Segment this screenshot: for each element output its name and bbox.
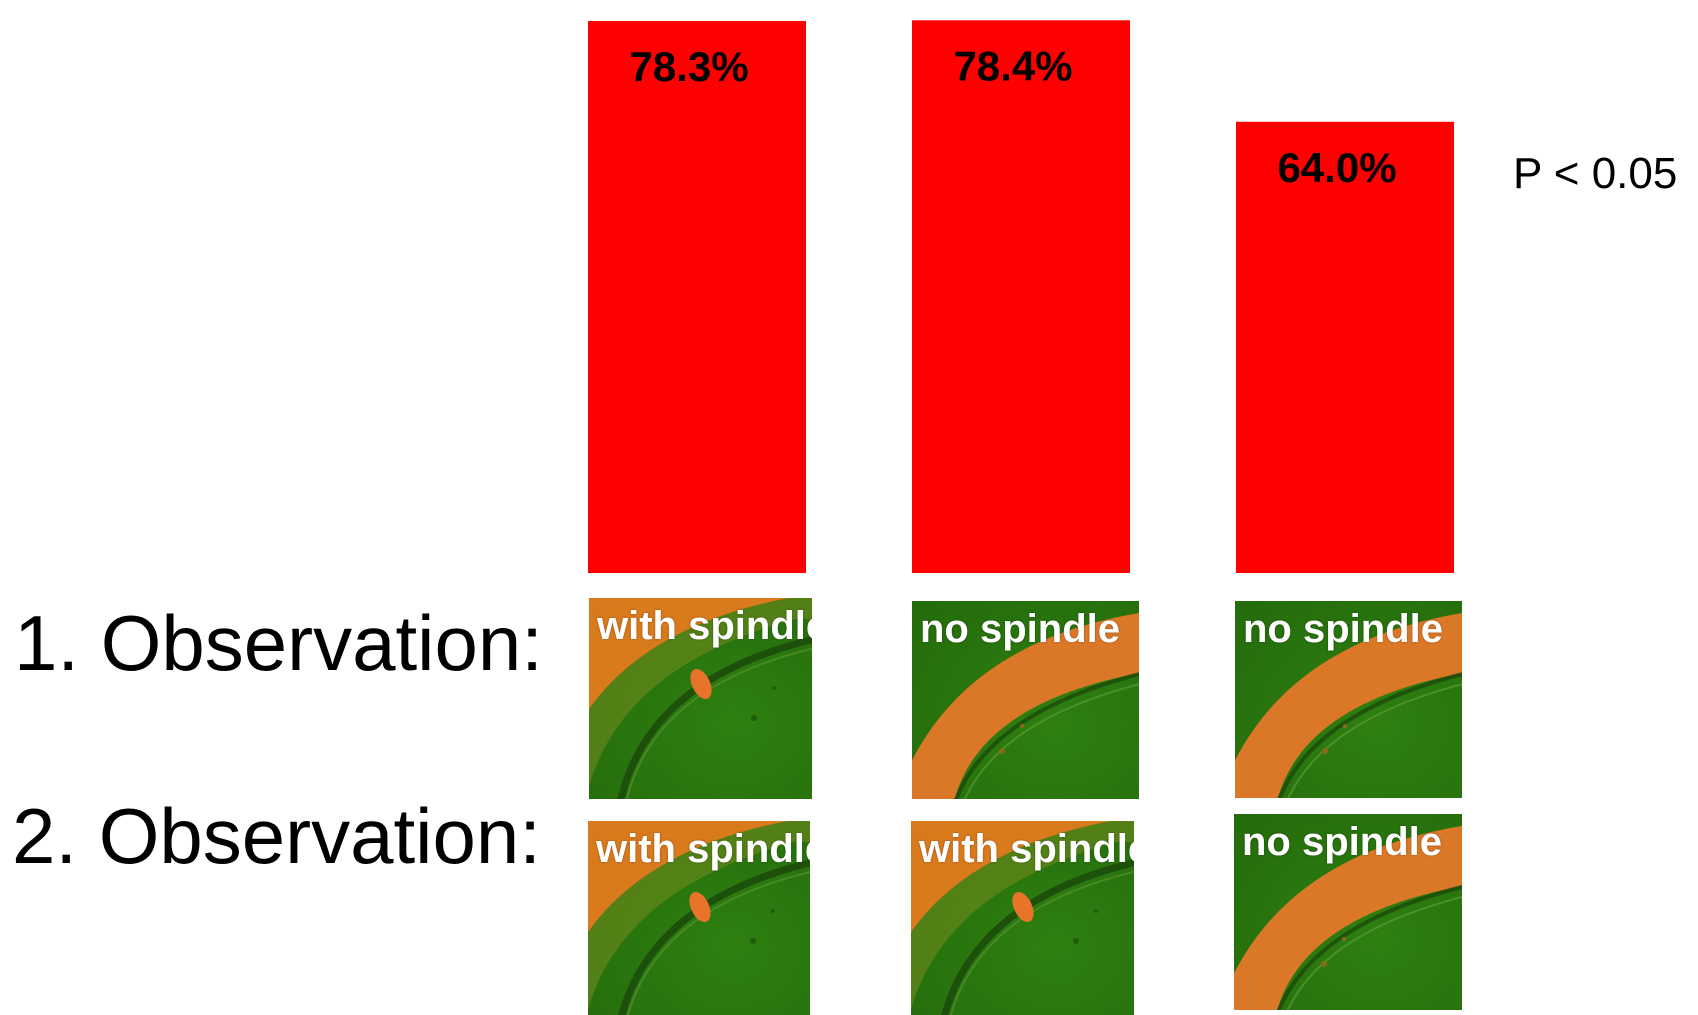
oocyte-image-r2c3: no spindle [1234, 814, 1462, 1010]
bar-2 [912, 20, 1130, 573]
oocyte-image-r1c1: with spindle [589, 598, 812, 799]
thumb-caption: with spindle [597, 604, 812, 648]
thumb-caption: with spindle [919, 827, 1134, 871]
p-value-annotation: P < 0.05 [1513, 149, 1678, 198]
row-label-observation-1: 1. Observation: [14, 599, 543, 687]
bar-value-label-1: 78.3% [629, 43, 748, 90]
thumb-caption: no spindle [1242, 820, 1442, 864]
oocyte-image-r1c3: no spindle [1235, 601, 1462, 798]
bar-value-label-2: 78.4% [953, 42, 1072, 89]
row-label-observation-2: 2. Observation: [12, 792, 541, 880]
oocyte-image-r1c2: no spindle [912, 601, 1139, 799]
thumb-caption: no spindle [920, 607, 1120, 651]
oocyte-image-r2c1: with spindle [588, 821, 810, 1015]
bar-3 [1236, 121, 1454, 574]
oocyte-image-r2c2: with spindle [911, 821, 1134, 1015]
bar-1 [588, 20, 806, 574]
thumb-caption: no spindle [1243, 607, 1443, 651]
thumb-caption: with spindle [596, 827, 810, 871]
bar-value-label-3: 64.0% [1277, 144, 1396, 191]
